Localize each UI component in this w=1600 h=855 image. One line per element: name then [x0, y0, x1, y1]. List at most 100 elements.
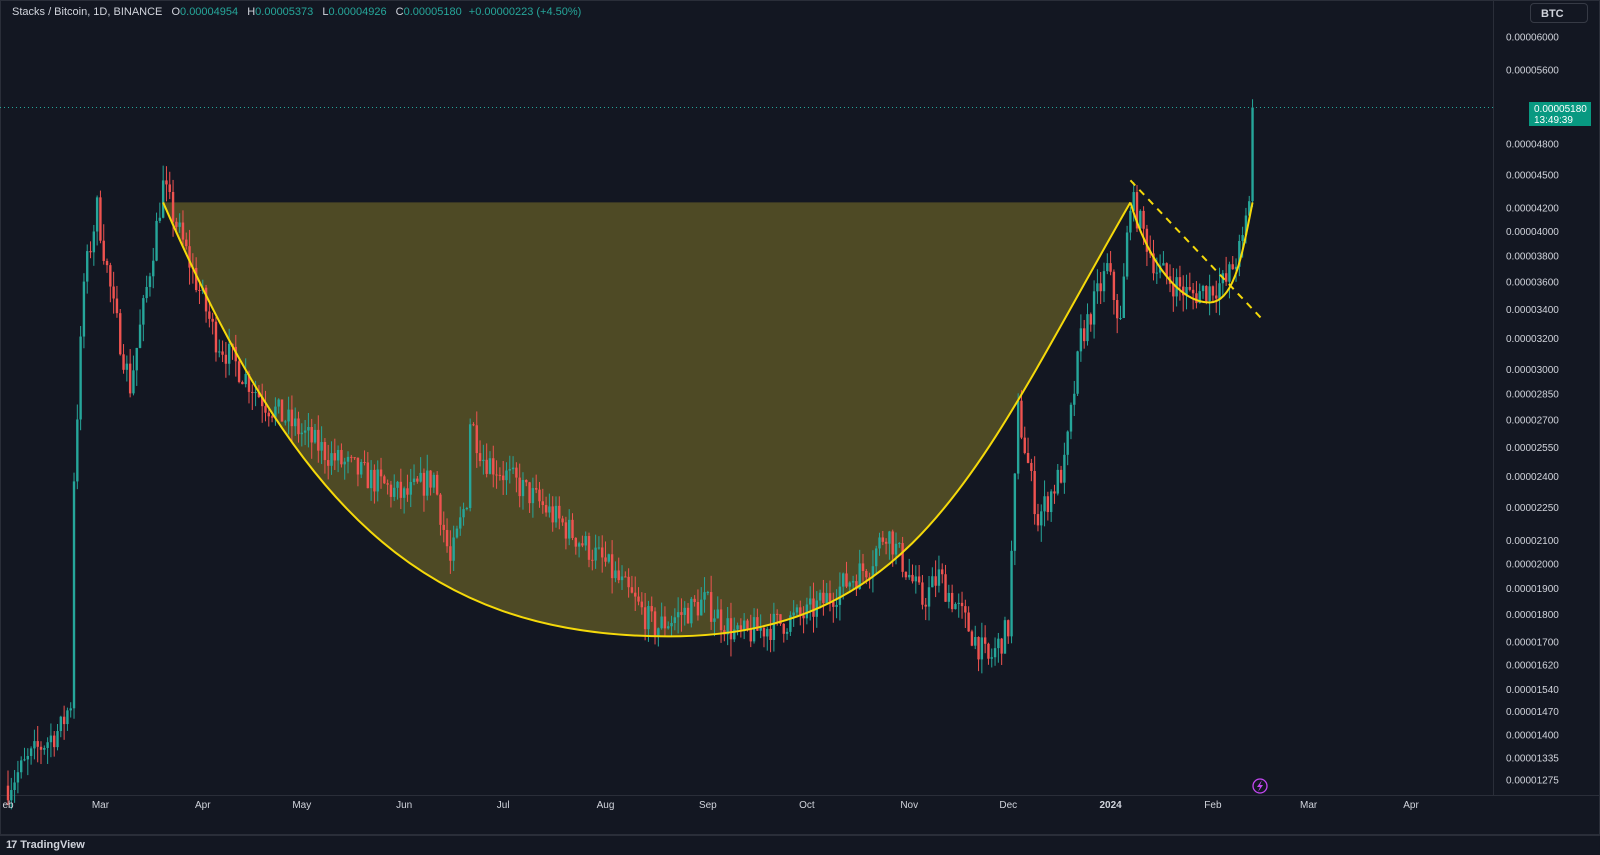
candle-body [399, 481, 403, 498]
candle-body [340, 449, 343, 465]
price-tick-label: 0.00001335 [1506, 753, 1559, 764]
candle-body [756, 617, 759, 631]
candle-body [587, 536, 591, 560]
candle-body [1066, 431, 1069, 455]
candle-body [894, 543, 898, 555]
candle-body [462, 509, 465, 518]
candle-body [1076, 351, 1079, 394]
candle-body [993, 648, 997, 658]
candle-body [165, 180, 168, 185]
candle-body [1178, 277, 1182, 287]
candle-body [1020, 400, 1023, 438]
candle-body [254, 392, 257, 394]
candlestick-chart[interactable]: 0.00006000 0.00005600 0.00004800 0.00004500… [0, 0, 1600, 835]
candle-body [366, 462, 370, 489]
candle-body [270, 416, 274, 418]
candle-body [898, 543, 901, 545]
candle-body [759, 627, 762, 631]
candle-body [617, 570, 620, 581]
candle-body [221, 351, 224, 355]
currency-button[interactable]: BTC [1530, 3, 1588, 23]
candle-body [983, 637, 987, 644]
candle-body [875, 548, 878, 567]
candle-body [680, 612, 683, 615]
candle-body [194, 267, 198, 290]
candle-body [1122, 276, 1125, 319]
price-tick-label: 0.00004200 [1506, 204, 1559, 215]
candle-body [818, 592, 822, 601]
brand-name: TradingView [20, 839, 85, 851]
candle-body [812, 598, 815, 617]
candle-body [696, 601, 700, 616]
price-tick-label: 0.00001470 [1506, 707, 1559, 718]
candle-body [676, 612, 680, 618]
price-tick-label: 0.00005600 [1506, 66, 1559, 77]
price-tick-label: 0.00002000 [1506, 560, 1559, 571]
price-tick-label: 0.00004000 [1506, 227, 1559, 238]
candle-body [102, 240, 105, 261]
candle-body [185, 239, 188, 247]
last-price-value: 0.00005180 [1534, 104, 1587, 115]
candle-body [1231, 264, 1234, 270]
candle-body [62, 716, 66, 725]
candle-body [865, 570, 868, 578]
candle-body [1016, 400, 1020, 474]
candle-body [653, 611, 657, 637]
candle-body [568, 519, 571, 539]
candle-body [766, 628, 769, 637]
candle-body [508, 469, 511, 471]
candle-body [264, 406, 267, 413]
candle-body [980, 637, 984, 660]
candle-body [709, 592, 713, 622]
candle-body [89, 251, 92, 253]
price-tick-label: 0.00003600 [1506, 278, 1559, 289]
time-tick-label: Aug [597, 800, 615, 811]
open-value: 0.00004954 [180, 6, 239, 18]
candle-body [66, 710, 69, 725]
candle-body [1251, 107, 1254, 202]
candle-body [1086, 314, 1089, 342]
candle-body [76, 419, 79, 482]
candle-body [726, 618, 729, 635]
time-tick-label: Feb [1204, 800, 1222, 811]
candle-body [145, 286, 148, 299]
candle-body [1188, 286, 1192, 290]
candle-body [997, 638, 1000, 649]
candle-body [713, 618, 716, 622]
candle-body [634, 592, 637, 597]
candle-body [313, 429, 317, 443]
candle-body [789, 615, 792, 632]
candle-body [432, 474, 436, 488]
candle-body [746, 620, 749, 629]
candle-body [6, 785, 10, 801]
candle-body [92, 231, 96, 253]
candle-body [1198, 291, 1201, 304]
price-tick-label: 0.00001900 [1506, 584, 1559, 595]
candle-body [452, 537, 455, 561]
lightning-bolt-icon[interactable] [1252, 778, 1268, 794]
candle-body [1059, 469, 1063, 483]
price-tick-label: 0.00003000 [1506, 365, 1559, 376]
candle-body [1145, 228, 1149, 252]
candle-body [330, 453, 333, 466]
price-tick-label: 0.00002850 [1506, 390, 1559, 401]
candle-body [690, 598, 693, 624]
price-tick-label: 0.00003200 [1506, 334, 1559, 345]
candle-body [528, 482, 531, 504]
time-tick-label: Mar [1300, 800, 1318, 811]
candle-body [323, 442, 327, 461]
candle-body [1092, 291, 1096, 325]
candle-body [871, 566, 875, 578]
candle-body [389, 484, 393, 497]
candle-body [663, 616, 667, 629]
candle-body [1056, 469, 1059, 494]
candle-body [667, 626, 670, 629]
tradingview-brand[interactable]: 17 TradingView [6, 839, 85, 851]
candle-body [310, 427, 313, 443]
candle-body [1238, 240, 1241, 267]
last-price-tag: 0.00005180 13:49:39 [1529, 102, 1591, 126]
candle-body [838, 586, 842, 605]
symbol-name[interactable]: Stacks / Bitcoin, 1D, BINANCE [12, 6, 163, 18]
candle-body [204, 287, 208, 312]
